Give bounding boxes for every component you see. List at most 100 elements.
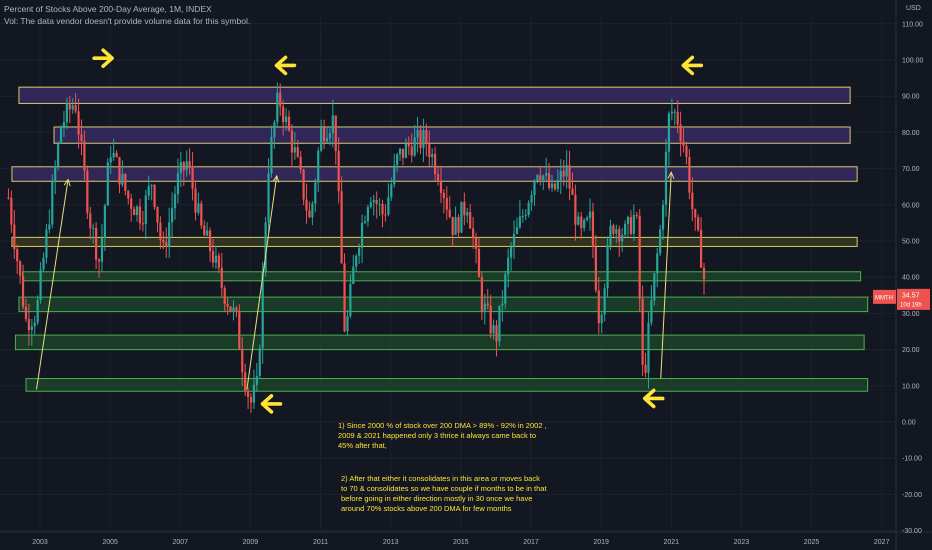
time-axis[interactable]: 2003 2005 2007 2009 2011 2013 2015 2017 2019 2021… <box>32 539 889 546</box>
candle-body-74 <box>223 288 226 305</box>
candle-body-49 <box>150 185 153 187</box>
candle-body-51 <box>156 206 159 223</box>
trend-arrows <box>35 171 675 390</box>
y-tick-label-6: 50.00 <box>902 239 920 246</box>
trend-arrow-head-1 <box>272 174 280 183</box>
candle-body-155 <box>460 201 463 233</box>
candle-body-19 <box>62 122 66 127</box>
arrow-marker-icon-4 <box>642 388 665 409</box>
candle-body-123 <box>366 207 370 222</box>
candle-body-32 <box>100 238 104 262</box>
candle-body-8 <box>30 326 33 331</box>
candle-body-44 <box>135 206 139 216</box>
x-tick-label-3: 2009 <box>243 539 259 546</box>
candle-body-127 <box>378 203 381 205</box>
candle-body-164 <box>486 303 489 306</box>
candle-body-223 <box>659 229 662 254</box>
candle-body-218 <box>644 364 647 373</box>
x-tick-label-6: 2015 <box>453 539 469 546</box>
candle-body-104 <box>311 203 314 218</box>
candle-body-59 <box>179 162 182 174</box>
candle-body-141 <box>419 129 422 148</box>
candle-body-85 <box>255 376 258 386</box>
candle-body-201 <box>594 247 597 291</box>
candle-body-150 <box>445 198 448 210</box>
candle-body-157 <box>466 212 469 216</box>
candle-body-195 <box>577 216 580 225</box>
candle-body-175 <box>518 216 521 228</box>
candle-body-2 <box>13 224 16 250</box>
candle-body-136 <box>404 143 407 158</box>
candle-body-206 <box>609 225 612 246</box>
candle-body-100 <box>299 156 302 170</box>
candle-body-18 <box>59 126 63 144</box>
candle-body-112 <box>334 115 337 151</box>
y-tick-label-12: -10.00 <box>902 456 922 463</box>
chart-title: Percent of Stocks Above 200-Day Average,… <box>4 4 212 14</box>
candle-body-10 <box>36 299 39 323</box>
candle-body-83 <box>249 396 253 403</box>
candle-body-103 <box>308 210 311 218</box>
candle-body-184 <box>545 173 548 176</box>
candle-body-57 <box>173 194 177 209</box>
candles <box>7 82 706 413</box>
y-tick-label-14: -30.00 <box>902 528 922 535</box>
candle-body-60 <box>182 162 185 171</box>
candle-body-222 <box>656 253 659 274</box>
candle-body-207 <box>612 225 615 234</box>
volume-note: Vol: The data vendor doesn't provide vol… <box>4 16 251 26</box>
trend-arrow-head-2 <box>667 171 675 179</box>
candle-body-101 <box>302 169 305 200</box>
candle-body-76 <box>229 306 232 312</box>
candle-body-77 <box>232 307 235 312</box>
candle-body-196 <box>580 216 583 229</box>
candle-body-125 <box>372 199 375 203</box>
candle-body-205 <box>606 245 609 289</box>
candle-body-68 <box>206 230 209 236</box>
candle-body-72 <box>217 255 220 268</box>
candle-body-237 <box>699 229 703 268</box>
candle-body-197 <box>583 219 586 229</box>
symbol-label: MMTH <box>875 295 893 301</box>
candle-body-5 <box>21 275 25 307</box>
arrow-marker-icon-3 <box>260 394 283 414</box>
candle-body-220 <box>650 300 653 323</box>
candle-body-171 <box>507 257 510 275</box>
y-tick-label-0: 110.00 <box>902 21 923 28</box>
candle-body-118 <box>352 266 355 284</box>
candle-body-210 <box>621 234 624 242</box>
candle-body-22 <box>71 105 74 110</box>
candle-body-138 <box>410 146 413 156</box>
candle-body-158 <box>469 212 472 229</box>
candle-body-116 <box>346 316 349 332</box>
candle-body-96 <box>287 116 291 131</box>
candle-body-86 <box>258 348 261 377</box>
candle-body-130 <box>387 197 390 215</box>
candle-body-110 <box>328 133 332 139</box>
candle-body-194 <box>574 194 577 225</box>
candle-body-122 <box>363 221 367 223</box>
zone-green-5 <box>18 296 869 313</box>
candle-body-99 <box>296 147 299 157</box>
candle-body-204 <box>603 288 606 315</box>
countdown-label: 10d 19h <box>900 302 922 308</box>
candle-body-11 <box>39 269 42 300</box>
candle-body-102 <box>305 199 308 211</box>
candle-body-97 <box>290 130 294 153</box>
candle-body-71 <box>214 255 218 263</box>
candle-body-192 <box>568 165 571 189</box>
candle-body-105 <box>314 182 317 204</box>
candle-body-46 <box>141 223 144 225</box>
candle-body-225 <box>664 151 668 205</box>
y-tick-label-13: -20.00 <box>902 492 922 499</box>
candle-body-128 <box>381 203 384 215</box>
price-axis[interactable]: USD 110.00 100.00 90.00 80.00 70.00 60.00 50.00… <box>902 5 924 535</box>
x-tick-label-7: 2017 <box>523 539 539 546</box>
candle-body-134 <box>398 148 402 155</box>
candle-body-6 <box>24 306 28 320</box>
candle-body-89 <box>267 173 270 223</box>
candle-body-21 <box>68 103 71 110</box>
annotation-note-1: 1) Since 2000 % of stock over 200 DMA > … <box>338 421 547 450</box>
candle-body-230 <box>679 124 682 142</box>
